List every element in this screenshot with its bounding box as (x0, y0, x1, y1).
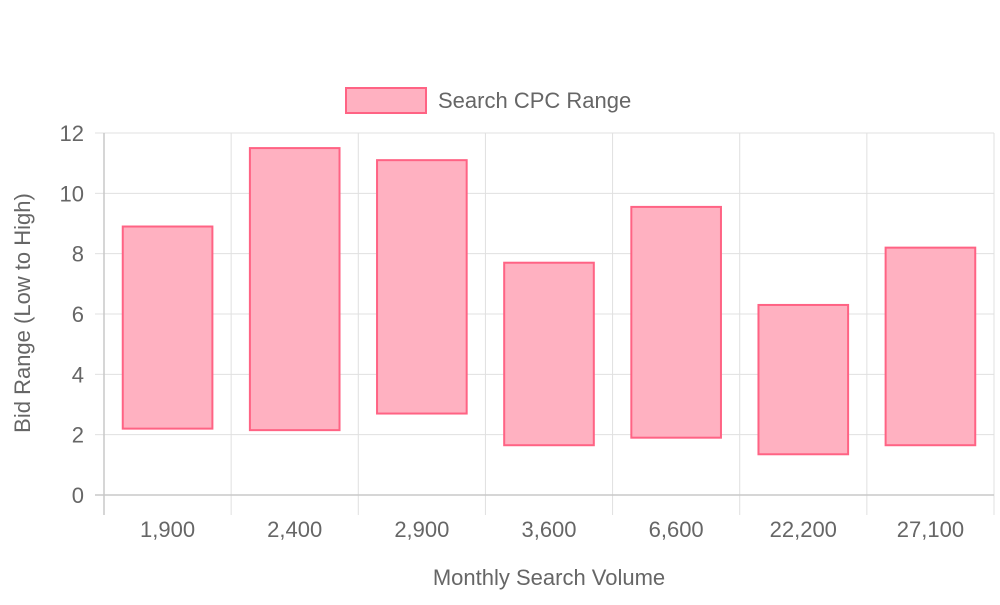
legend-swatch[interactable] (345, 87, 427, 114)
legend-label[interactable]: Search CPC Range (438, 88, 631, 113)
x-tick-label: 6,600 (649, 517, 704, 542)
y-axis-title: Bid Range (Low to High) (10, 193, 35, 433)
range-bar[interactable] (121, 225, 214, 430)
y-tick-label: 4 (72, 362, 84, 387)
y-tick-label: 8 (72, 242, 84, 267)
x-tick-label: 1,900 (140, 517, 195, 542)
y-tick-label: 2 (72, 423, 84, 448)
x-tick-label: 22,200 (770, 517, 837, 542)
bars-layer (121, 147, 977, 456)
y-tick-label: 10 (60, 181, 84, 206)
range-bar[interactable] (503, 261, 595, 447)
range-bar[interactable] (376, 159, 468, 415)
y-tick-label: 0 (72, 483, 84, 508)
x-tick-label: 2,900 (394, 517, 449, 542)
range-bar[interactable] (884, 246, 977, 447)
axes-layer: 0 2 4 6 8 10 12 1,900 2,400 2,900 3,600 6,600 22,200… (60, 121, 994, 542)
range-bar[interactable] (248, 147, 341, 432)
x-tick-label: 3,600 (521, 517, 576, 542)
x-tick-label: 27,100 (897, 517, 964, 542)
legend[interactable]: Search CPC Range (345, 87, 631, 114)
range-bar[interactable] (757, 303, 850, 456)
y-tick-label: 6 (72, 302, 84, 327)
x-axis-title: Monthly Search Volume (433, 565, 665, 590)
x-tick-label: 2,400 (267, 517, 322, 542)
y-tick-label: 12 (60, 121, 84, 146)
range-bar[interactable] (630, 205, 722, 439)
